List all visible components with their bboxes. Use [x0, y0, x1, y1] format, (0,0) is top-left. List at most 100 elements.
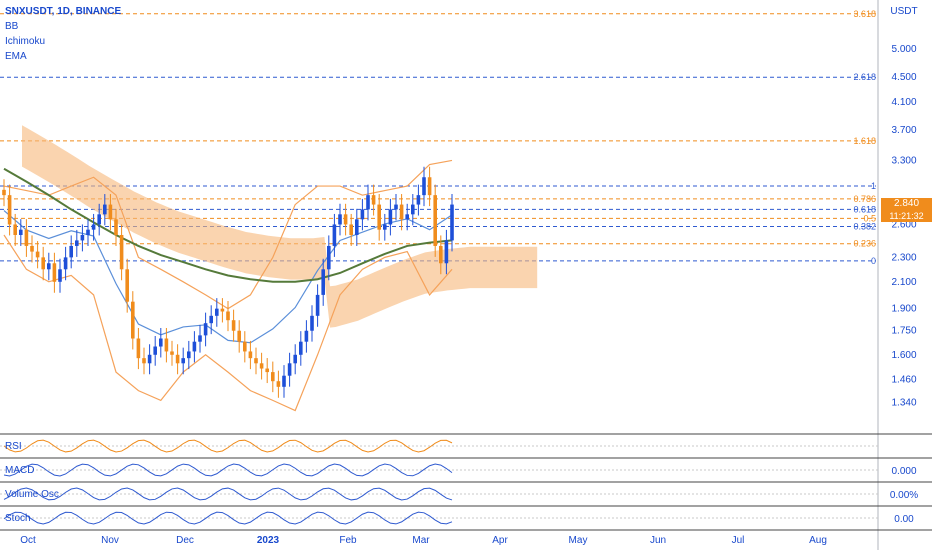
candle-body: [52, 263, 57, 282]
candle-body: [411, 204, 415, 215]
candle-body: [293, 354, 297, 364]
bb-basis-line: [3, 210, 453, 344]
fib-level-label: 0.382: [853, 222, 876, 232]
stoch-pane-label[interactable]: Stoch: [5, 513, 31, 524]
candle-body: [164, 338, 169, 352]
candle-body: [327, 245, 331, 270]
price-tick-label: 3.700: [891, 125, 916, 136]
candle-body: [405, 214, 409, 220]
symbol-line[interactable]: SNXUSDT, 1D, BINANCE: [5, 6, 122, 17]
price-tick-label: 3.300: [891, 155, 916, 166]
fib-level-label: 1.618: [853, 136, 876, 146]
fib-level-label: 0: [871, 256, 876, 266]
candle-body: [86, 229, 90, 235]
indicator-ichimoku[interactable]: Ichimoku: [5, 36, 46, 47]
price-tick-label: 1.600: [891, 350, 916, 361]
candle-body: [338, 214, 342, 225]
price-tick-label: 2.300: [891, 252, 916, 263]
candle-body: [355, 219, 359, 235]
candle-body: [399, 204, 404, 220]
candle-body: [444, 240, 449, 264]
candle-body: [114, 219, 118, 235]
candle-body: [343, 214, 348, 225]
indicator-bb[interactable]: BB: [5, 21, 19, 32]
candle-body: [276, 381, 281, 387]
candle-body: [265, 368, 269, 373]
bar-countdown: 11:21:32: [889, 211, 924, 221]
candle-body: [108, 204, 113, 220]
candle-body: [187, 351, 191, 359]
candle-body: [349, 224, 353, 235]
time-tick-label: Feb: [339, 535, 357, 546]
price-tick-label: 1.460: [891, 374, 916, 385]
candle-body: [383, 224, 387, 230]
price-axis-unit: USDT: [890, 6, 917, 17]
time-tick-label: Apr: [492, 535, 508, 546]
price-tick-label: 5.000: [891, 44, 916, 55]
indicator-line: [3, 511, 453, 525]
candle-body: [231, 320, 236, 331]
candle-body: [131, 301, 135, 339]
pane-axis-label: 0.000: [891, 466, 916, 477]
candle-body: [198, 335, 202, 342]
candle-body: [215, 308, 219, 316]
candle-body: [259, 363, 264, 369]
candle-body: [366, 195, 370, 210]
indicator-line: [3, 463, 453, 477]
candle-body: [254, 358, 258, 364]
candle-body: [142, 358, 146, 364]
indicator-ema[interactable]: EMA: [5, 51, 27, 62]
candle-body: [304, 330, 309, 342]
candle-body: [47, 263, 51, 270]
chart-legend: SNXUSDT, 1D, BINANCE BB Ichimoku EMA: [5, 4, 121, 64]
candle-body: [310, 315, 314, 331]
fib-level-label: 0.786: [853, 194, 876, 204]
ema-line: [3, 167, 453, 283]
candle-body: [433, 195, 437, 246]
candle-body: [119, 234, 124, 270]
candle-body: [282, 375, 286, 387]
candle-body: [192, 341, 197, 352]
price-tick-label: 1.340: [891, 397, 916, 408]
candle-body: [136, 338, 141, 359]
candle-body: [271, 372, 275, 382]
time-tick-label: Jun: [650, 535, 666, 546]
candle-body: [2, 189, 6, 196]
candle-body: [103, 204, 107, 215]
time-tick-label: Oct: [20, 535, 36, 546]
candle-body: [315, 294, 320, 316]
candle-body: [203, 323, 208, 336]
price-tick-label: 2.600: [891, 219, 916, 230]
candle-body: [80, 234, 85, 241]
fib-level-label: 1: [871, 181, 876, 191]
candle-body: [175, 354, 180, 364]
fib-level-label: 0.236: [853, 239, 876, 249]
last-price-value: 2.840: [893, 198, 920, 209]
price-tick-label: 4.500: [891, 72, 916, 83]
candle-body: [63, 257, 68, 270]
candle-body: [439, 245, 443, 264]
macd-pane-label[interactable]: MACD: [5, 465, 35, 476]
candle-body: [13, 224, 17, 235]
rsi-pane-label[interactable]: RSI: [5, 441, 22, 452]
price-tick-label: 1.750: [891, 326, 916, 337]
time-tick-label: Jul: [732, 535, 745, 546]
time-tick-label: Dec: [176, 535, 194, 546]
candle-body: [321, 269, 325, 295]
volume-osc-pane-label[interactable]: Volume Osc: [5, 489, 59, 500]
time-tick-label: Aug: [809, 535, 827, 546]
candle-body: [41, 257, 45, 270]
candle-body: [394, 204, 398, 210]
candle-body: [388, 209, 393, 225]
candle-body: [69, 245, 73, 258]
candle-body: [243, 341, 247, 352]
last-price-tag: 2.840 11:21:32: [881, 198, 932, 222]
bb-lower-line: [3, 234, 453, 412]
time-tick-label: May: [569, 535, 588, 546]
candle-body: [360, 209, 365, 220]
candle-body: [371, 195, 376, 205]
candle-body: [19, 229, 23, 235]
time-tick-label: Mar: [412, 535, 430, 546]
candle-body: [287, 363, 292, 376]
